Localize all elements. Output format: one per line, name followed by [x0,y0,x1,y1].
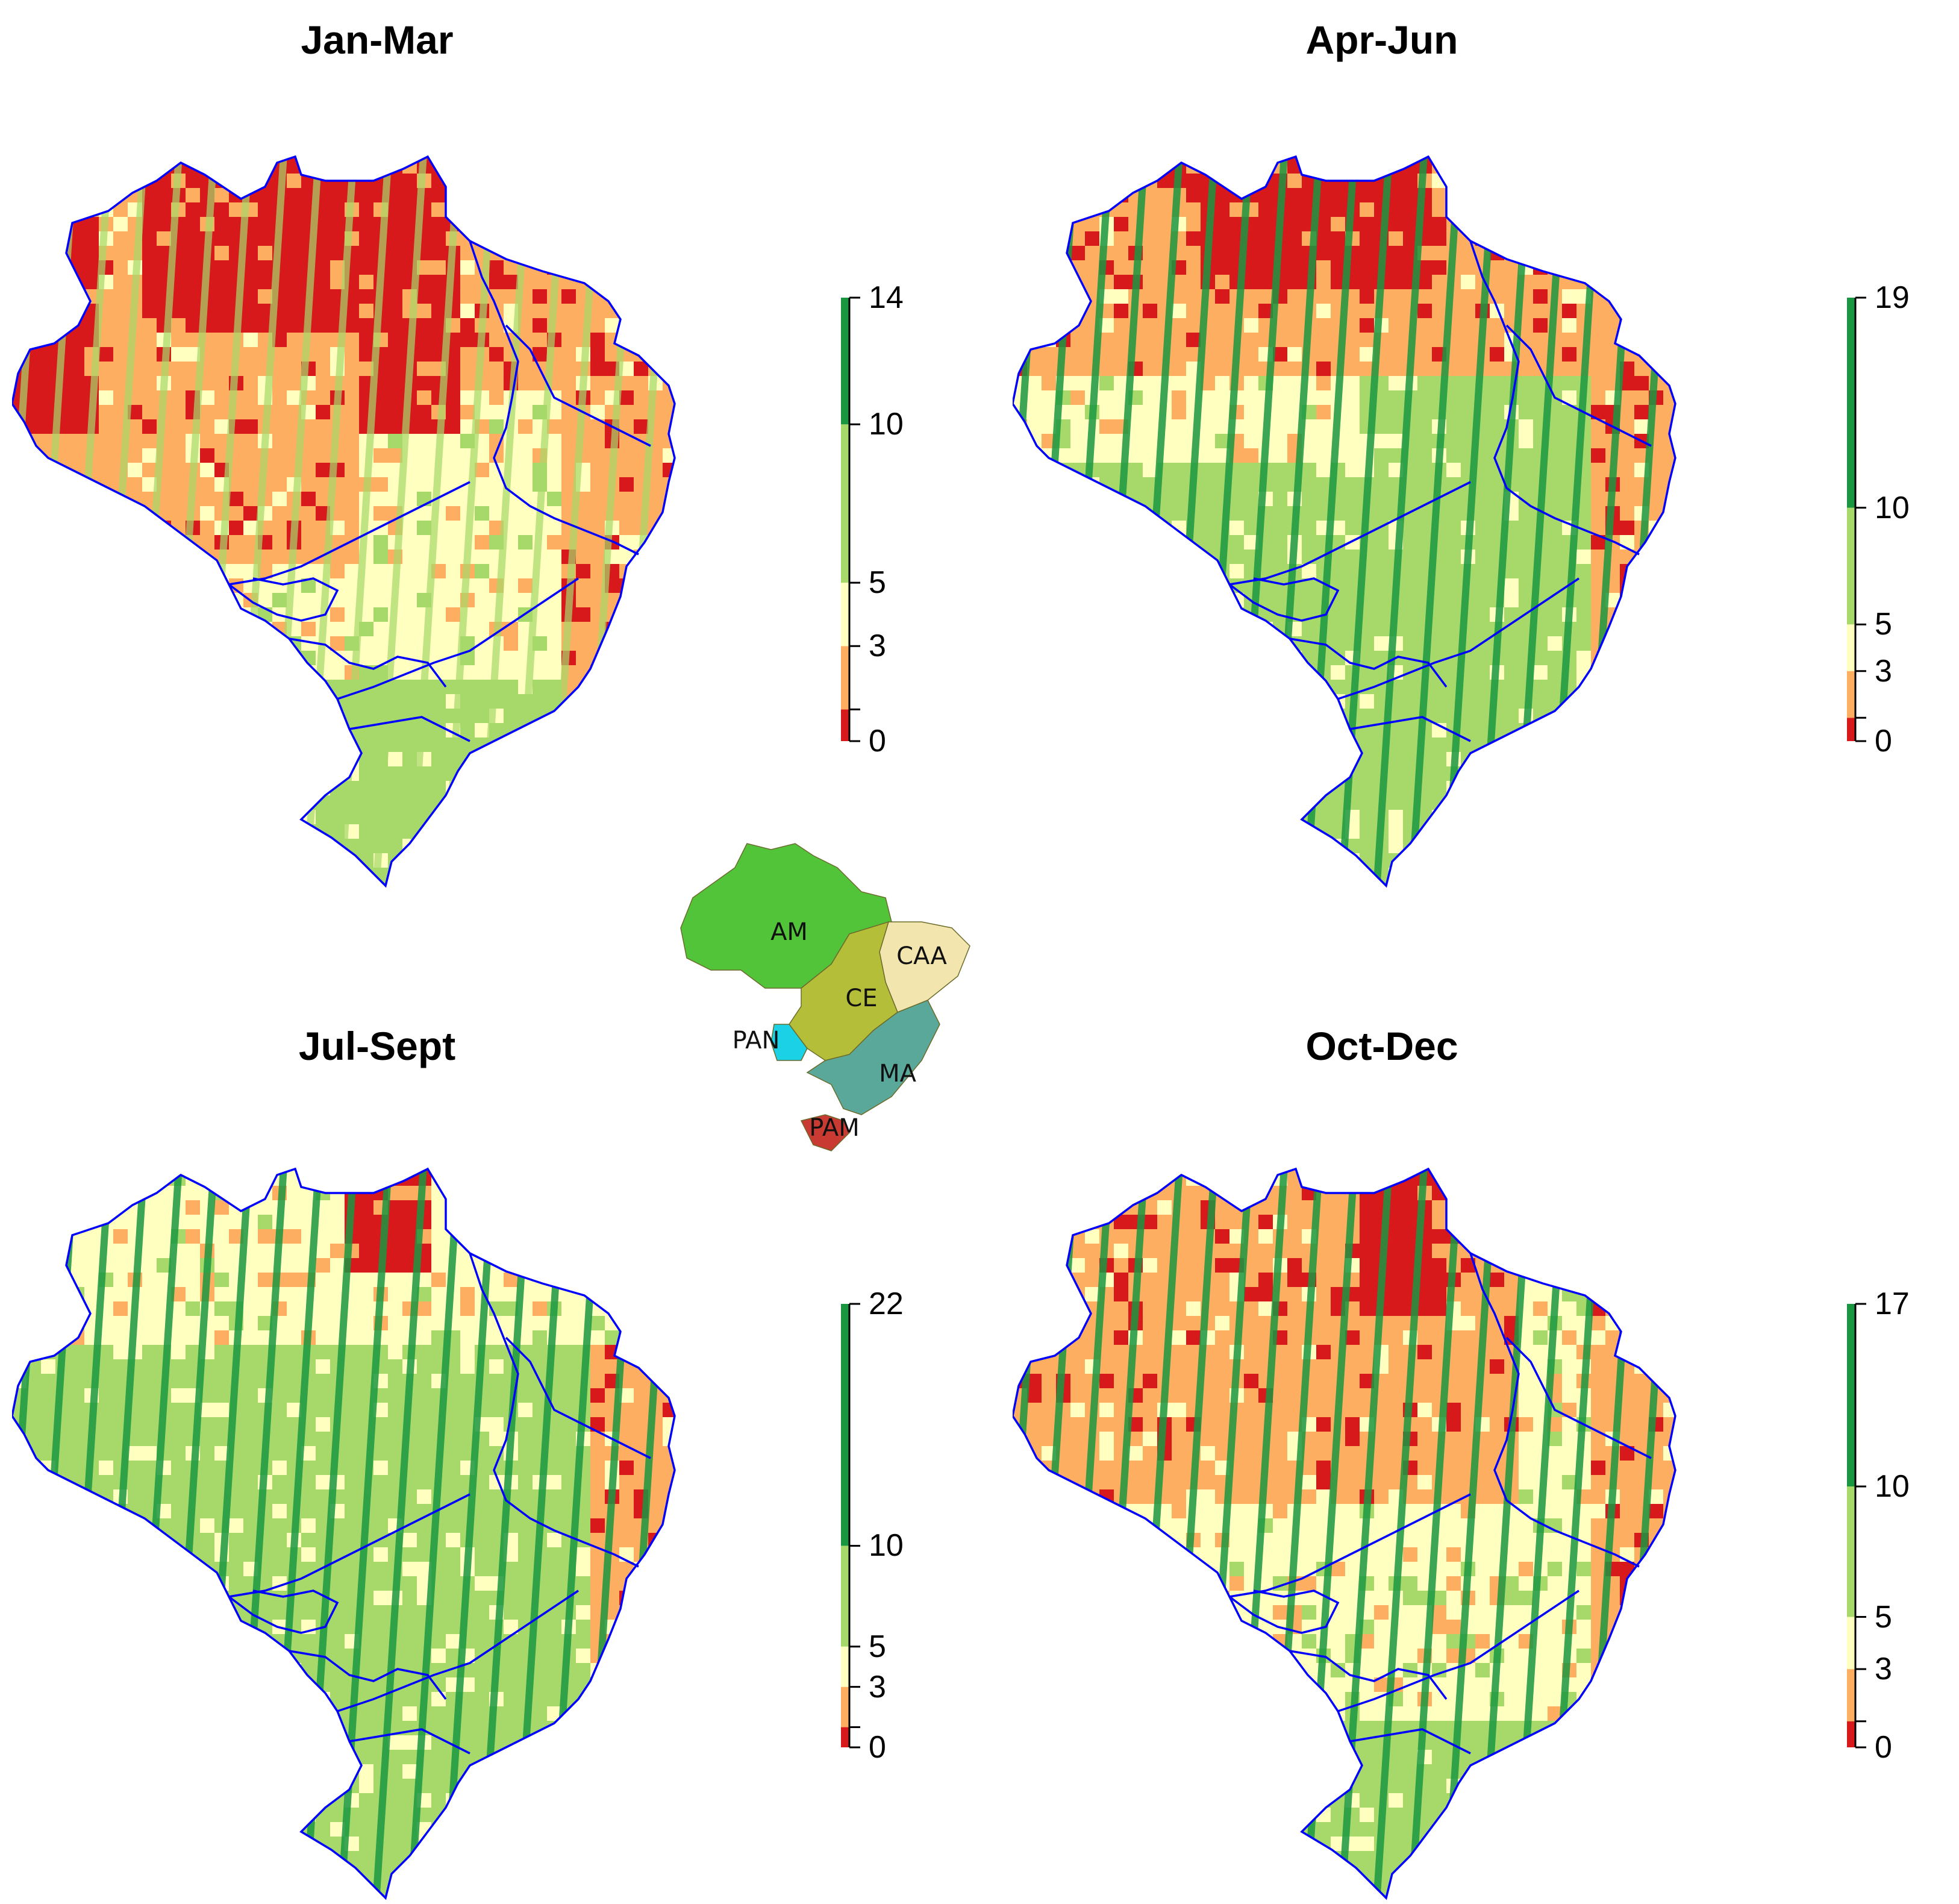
legend-tick-label: 3 [1875,656,1892,687]
legend-swatch [841,298,849,424]
panel-title: Jan-Mar [301,17,453,63]
legend-tick-label: 19 [1875,282,1910,313]
legend-swatch [1847,1304,1855,1486]
legend-swatch [1847,1486,1855,1617]
legend-tick-label: 22 [869,1288,904,1320]
legend-tick-label: 3 [1875,1653,1892,1685]
legend-swatch [841,583,849,646]
legend-tick-label: 10 [1875,1471,1910,1502]
legend-swatch [841,1545,849,1646]
biome-label: CE [845,985,877,1012]
legend-tick-label: 3 [869,630,886,662]
legend-tick-label: 5 [1875,1602,1892,1633]
biome-label: PAN [733,1027,780,1054]
legend-swatch [1847,508,1855,625]
legend-tick-label: 3 [869,1671,886,1703]
legend-tick-label: 0 [1875,725,1892,757]
legend-swatch [841,1304,849,1545]
legend-tick-label: 0 [1875,1732,1892,1763]
legend-swatch [1847,298,1855,508]
raster-layer [1013,145,1748,892]
legend-swatch [1847,1617,1855,1670]
legend-tick-label: 5 [869,567,886,598]
legend-swatch [1847,671,1855,718]
legend-tick-label: 5 [1875,609,1892,640]
legend-swatch [841,1727,849,1747]
legend-swatch [1847,1669,1855,1721]
panel-oct-dec: Oct-Dec 0 3 5 10 17 [980,946,1959,1893]
brazil-map [12,145,747,892]
legend-swatch [841,1687,849,1727]
panel-jan-mar: Jan-Mar 0 3 5 10 14 [0,0,980,946]
legend-tick-label: 10 [869,409,904,440]
legend-tick-label: 10 [1875,492,1910,524]
legend-swatch [841,1647,849,1687]
legend-swatch [1847,718,1855,741]
panel-title: Apr-Jun [1306,17,1458,63]
legend-tick-label: 10 [869,1530,904,1561]
legend-tick-label: 5 [869,1631,886,1662]
panel-title: Oct-Dec [1305,1023,1458,1069]
brazil-map [1013,1157,1748,1904]
biome-inset-map: AM CAA CE PAN MA PAM [669,831,1054,1181]
biome-label: PAM [809,1114,859,1142]
raster-layer [1013,1157,1748,1904]
legend-tick-label: 0 [869,725,886,757]
biome-label: CAA [896,942,947,970]
biome-label: AM [770,918,808,946]
legend-swatch [841,646,849,709]
brazil-map [1013,145,1748,892]
legend-tick-label: 17 [1875,1288,1910,1320]
legend-swatch [841,424,849,583]
legend-swatch [1847,1721,1855,1747]
legend-tick-label: 0 [869,1732,886,1763]
panel-title: Jul-Sept [299,1023,455,1069]
legend-tick-label: 14 [869,282,904,313]
raster-layer [12,1157,747,1904]
panel-apr-jun: Apr-Jun 0 3 5 10 19 [980,0,1959,946]
brazil-map [12,1157,747,1904]
biome-label: MA [879,1060,917,1088]
legend-swatch [841,709,849,741]
legend-swatch [1847,624,1855,671]
raster-layer [12,145,747,892]
